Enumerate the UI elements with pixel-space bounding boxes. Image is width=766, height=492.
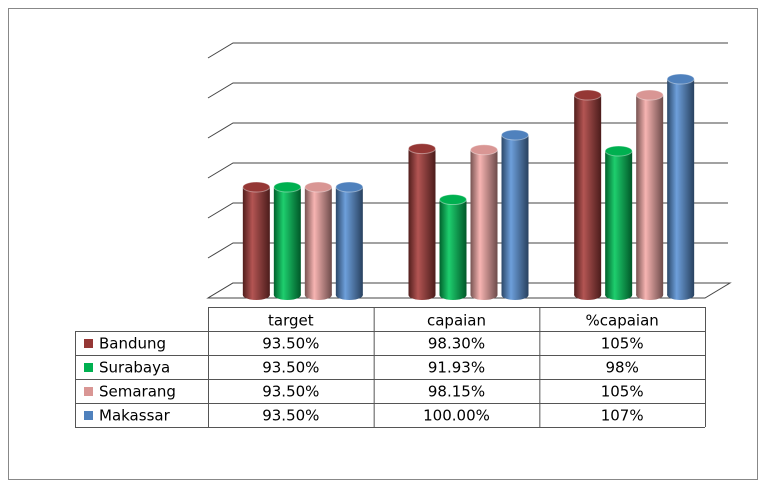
bar-top — [273, 181, 302, 193]
bar — [501, 135, 529, 295]
grid-line — [207, 162, 728, 179]
column-header: target — [268, 312, 314, 330]
bar-top — [573, 89, 602, 101]
table-value: 98.30% — [428, 335, 485, 353]
legend-key — [84, 387, 93, 396]
table-value: 107% — [601, 407, 644, 425]
table-value: 98% — [605, 359, 638, 377]
grid-line — [207, 82, 728, 99]
bar — [408, 148, 436, 295]
bar — [636, 95, 664, 295]
legend-label: Surabaya — [99, 359, 170, 377]
column-header: %capaian — [586, 312, 659, 330]
chart-border — [8, 8, 758, 480]
bar — [667, 79, 695, 295]
table-value: 100.00% — [423, 407, 490, 425]
bar-top — [635, 89, 664, 101]
legend-label: Bandung — [99, 335, 166, 353]
bar-top — [304, 181, 333, 193]
bar — [242, 187, 270, 295]
bar — [439, 199, 467, 295]
bar-top — [408, 143, 436, 155]
legend-key — [84, 363, 93, 372]
bar-top — [242, 181, 271, 193]
bar — [574, 95, 602, 295]
grid-line — [207, 122, 728, 139]
table-value: 98.15% — [428, 383, 485, 401]
legend-label: Semarang — [99, 383, 176, 401]
legend-key — [84, 411, 93, 420]
table-value: 93.50% — [262, 359, 319, 377]
bar — [470, 149, 498, 295]
table-value: 93.50% — [262, 407, 319, 425]
table-value: 91.93% — [428, 359, 485, 377]
grid-line — [207, 202, 728, 219]
grid-line — [207, 242, 728, 259]
bar-top — [470, 144, 498, 156]
bar — [335, 187, 363, 295]
bar-top — [604, 145, 633, 157]
table-value: 93.50% — [262, 383, 319, 401]
bar-top — [501, 129, 529, 141]
table-value: 105% — [601, 383, 644, 401]
bar — [605, 151, 633, 295]
column-header: capaian — [427, 312, 486, 330]
bar-top — [666, 73, 695, 85]
grid-line — [207, 42, 728, 59]
bar-top — [335, 181, 364, 193]
table-value: 105% — [601, 335, 644, 353]
table-value: 93.50% — [262, 335, 319, 353]
legend-label: Makassar — [99, 407, 171, 425]
bar — [304, 187, 332, 295]
legend-key — [84, 339, 93, 348]
bar-top — [439, 194, 467, 206]
bar — [273, 187, 301, 295]
